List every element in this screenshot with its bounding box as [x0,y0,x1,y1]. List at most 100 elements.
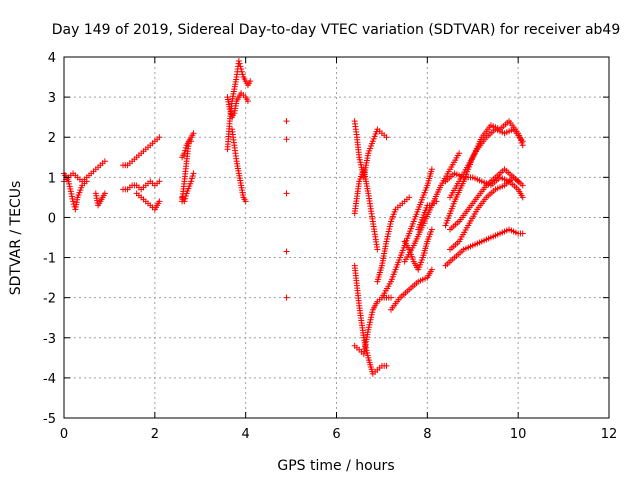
x-tick-label: 2 [151,427,159,442]
data-point [283,118,290,125]
data-point [239,71,246,78]
data-point [182,147,189,154]
data-point [181,150,188,157]
data-point [383,134,390,141]
data-point [83,178,90,185]
data-point [356,154,363,161]
chart-title: Day 149 of 2019, Sidereal Day-to-day VTE… [52,22,621,38]
data-point [67,188,74,195]
data-point [367,316,374,323]
data-point [156,134,163,141]
data-point [181,198,188,205]
data-point [66,180,73,187]
data-point [385,230,392,237]
y-tick-label: 1 [48,171,56,186]
y-tick-label: -4 [43,372,56,387]
data-point [66,183,73,190]
data-point [428,166,435,173]
data-point [364,349,371,356]
data-point [188,175,195,182]
data-point [366,321,373,328]
data-point [182,144,189,151]
data-point [237,63,244,70]
data-point [242,198,249,205]
data-point [368,311,375,318]
data-point [238,68,245,75]
data-point [156,178,163,185]
x-tick-label: 4 [242,427,250,442]
data-point [283,248,290,255]
data-point [515,178,522,185]
data-point [190,170,197,177]
data-point [519,138,526,145]
data-point [188,138,195,145]
data-point [369,309,376,316]
data-point [383,238,390,245]
y-tick-label: -2 [43,292,56,307]
data-point [101,158,108,165]
data-point [388,294,394,301]
data-point [364,352,371,359]
data-point [101,190,108,197]
data-point [428,226,435,233]
data-point [374,246,381,253]
data-point [386,223,393,230]
x-axis-title: GPS time / hours [277,458,394,474]
data-point [385,228,392,235]
data-point [236,60,243,67]
data-point [519,194,526,201]
data-point [456,150,463,157]
data-point [67,185,74,192]
data-point [519,230,526,237]
grid [64,57,609,418]
data-point [182,193,189,200]
data-point [235,58,242,65]
y-tick-label: -5 [43,412,56,427]
data-point [190,130,197,137]
data-point [227,108,234,115]
x-tick-label: 8 [423,427,431,442]
data-point [283,136,290,143]
y-axis-title: SDTVAR / TECUs [8,181,24,296]
data-point [68,193,75,200]
data-point [365,324,372,331]
data-marks [61,58,526,377]
data-point [365,326,372,333]
data-point [156,198,163,205]
data-point [356,156,363,163]
x-tick-label: 0 [60,427,68,442]
y-tick-label: 2 [48,131,56,146]
data-point [226,106,233,113]
data-point [283,294,290,301]
data-point [386,225,393,232]
data-point [357,159,364,166]
data-point [384,236,391,243]
y-tick-label: 0 [48,211,56,226]
y-tick-label: -3 [43,332,56,347]
data-point [70,198,77,205]
x-tick-label: 12 [601,427,618,442]
data-point [247,78,254,85]
data-point [357,161,364,168]
data-point [68,190,75,197]
data-point [406,194,413,201]
x-tick-label: 10 [510,427,527,442]
y-tick-label: 3 [48,91,56,106]
data-point [384,233,391,240]
data-point [519,182,526,189]
data-point [383,362,390,369]
y-tick-label: -1 [43,252,56,267]
data-point [69,195,76,202]
data-point [182,195,189,202]
data-point [244,98,251,105]
data-point [428,266,435,273]
data-point [387,220,394,227]
y-tick-label: 4 [48,51,56,66]
data-point [283,190,290,197]
data-point [366,319,373,326]
data-point [65,178,72,185]
data-point [188,178,195,185]
data-point [189,172,196,179]
